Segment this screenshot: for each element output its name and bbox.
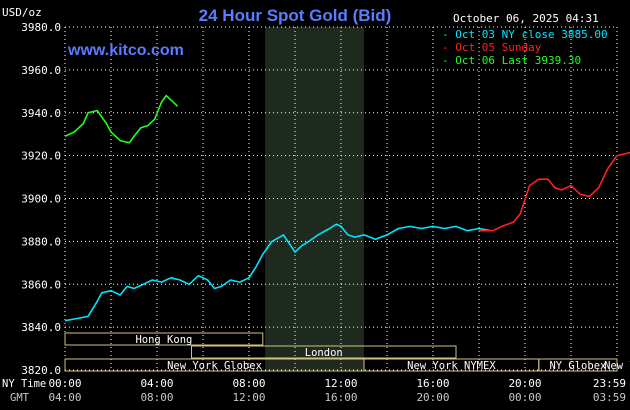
x-axis: NY TimeGMT00:0004:0004:0008:0008:0012:00… <box>2 377 626 404</box>
x-tick-label: 08:00 <box>232 377 265 390</box>
session-box <box>191 345 457 359</box>
session-box <box>64 332 264 346</box>
x-tick-label: 04:00 <box>140 377 173 390</box>
series-layer <box>64 94 630 322</box>
legend: - Oct 03 NY close 3885.00- Oct 05 Sunday… <box>442 28 608 67</box>
y-tick-label: 3840.0 <box>21 321 61 334</box>
y-tick-label: 3980.0 <box>21 21 61 34</box>
y-tick-label: 3920.0 <box>21 150 61 163</box>
session-label: London <box>305 347 343 359</box>
x-tick-label-gmt: 20:00 <box>416 391 449 404</box>
session-label: New York Globex <box>167 360 262 372</box>
session-bars: Hong Kong London New York Globex New York N… <box>64 332 630 372</box>
x-tick-label-gmt: 08:00 <box>140 391 173 404</box>
watermark-url: www.kitco.com <box>67 42 184 59</box>
x-tick-label-gmt: 12:00 <box>232 391 265 404</box>
x-tick-label-gmt: 04:00 <box>48 391 81 404</box>
y-tick-label: 3940.0 <box>21 107 61 120</box>
x-tick-label: 20:00 <box>508 377 541 390</box>
x-axis-row2-label: GMT <box>10 392 30 404</box>
y-tick-label: 3880.0 <box>21 235 61 248</box>
x-tick-label: 16:00 <box>416 377 449 390</box>
x-tick-label-gmt: 16:00 <box>324 391 357 404</box>
legend-entry: - Oct 06 Last 3939.30 <box>442 54 581 67</box>
y-tick-label: 3960.0 <box>21 64 61 77</box>
x-tick-label: 23:59 <box>593 377 626 390</box>
session-label: Hong Kong <box>135 334 192 346</box>
chart-title: 24 Hour Spot Gold (Bid) <box>199 6 392 25</box>
x-tick-label-gmt: 03:59 <box>593 391 626 404</box>
y-axis-unit: USD/oz <box>2 6 42 19</box>
legend-entry: - Oct 03 NY close 3885.00 <box>442 28 608 41</box>
x-axis-row1-label: NY Time <box>2 378 46 390</box>
y-tick-label: 3860.0 <box>21 278 61 291</box>
x-tick-label-gmt: 00:00 <box>508 391 541 404</box>
timestamp: October 06, 2025 04:31 <box>453 12 599 25</box>
x-tick-label: 00:00 <box>48 377 81 390</box>
y-tick-label: 3820.0 <box>21 364 61 377</box>
session-box <box>538 358 618 372</box>
series-line <box>479 151 630 232</box>
series-line <box>64 223 491 322</box>
y-tick-label: 3900.0 <box>21 193 61 206</box>
session-label: New York Globex <box>604 360 630 372</box>
series-line <box>64 94 179 144</box>
session-label: New York NYMEX <box>407 360 496 372</box>
y-axis: 3980.0 3960.0 3940.0 3920.0 3900.0 3880.0 3860… <box>21 21 61 377</box>
x-tick-label: 12:00 <box>324 377 357 390</box>
grid-lines <box>64 26 618 371</box>
session-label: NY Globex <box>549 360 606 372</box>
legend-entry: - Oct 05 Sunday <box>442 41 542 54</box>
